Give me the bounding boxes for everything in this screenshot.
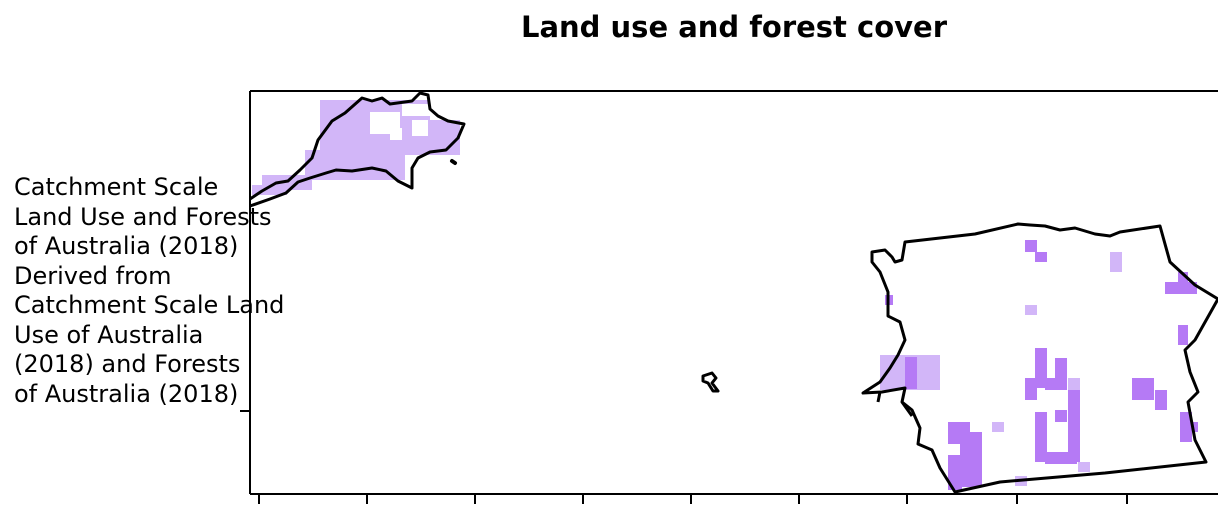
inner-creek xyxy=(876,391,914,417)
dataset-label: Catchment Scale Land Use and Forests of … xyxy=(14,173,285,408)
north-west-coastline xyxy=(249,91,466,208)
light-violet-cells xyxy=(252,100,1122,486)
axis-ticks xyxy=(240,410,1128,504)
islet-dot xyxy=(450,159,457,165)
land-cover-cells xyxy=(252,100,1198,490)
south-east-coastline xyxy=(861,222,1218,494)
violet-cells xyxy=(885,240,1198,490)
small-islet xyxy=(701,371,720,393)
map-title: Land use and forest cover xyxy=(520,10,947,44)
coastline-outlines xyxy=(249,91,1218,494)
gap-cells xyxy=(370,104,430,140)
map-frame xyxy=(249,90,1218,495)
